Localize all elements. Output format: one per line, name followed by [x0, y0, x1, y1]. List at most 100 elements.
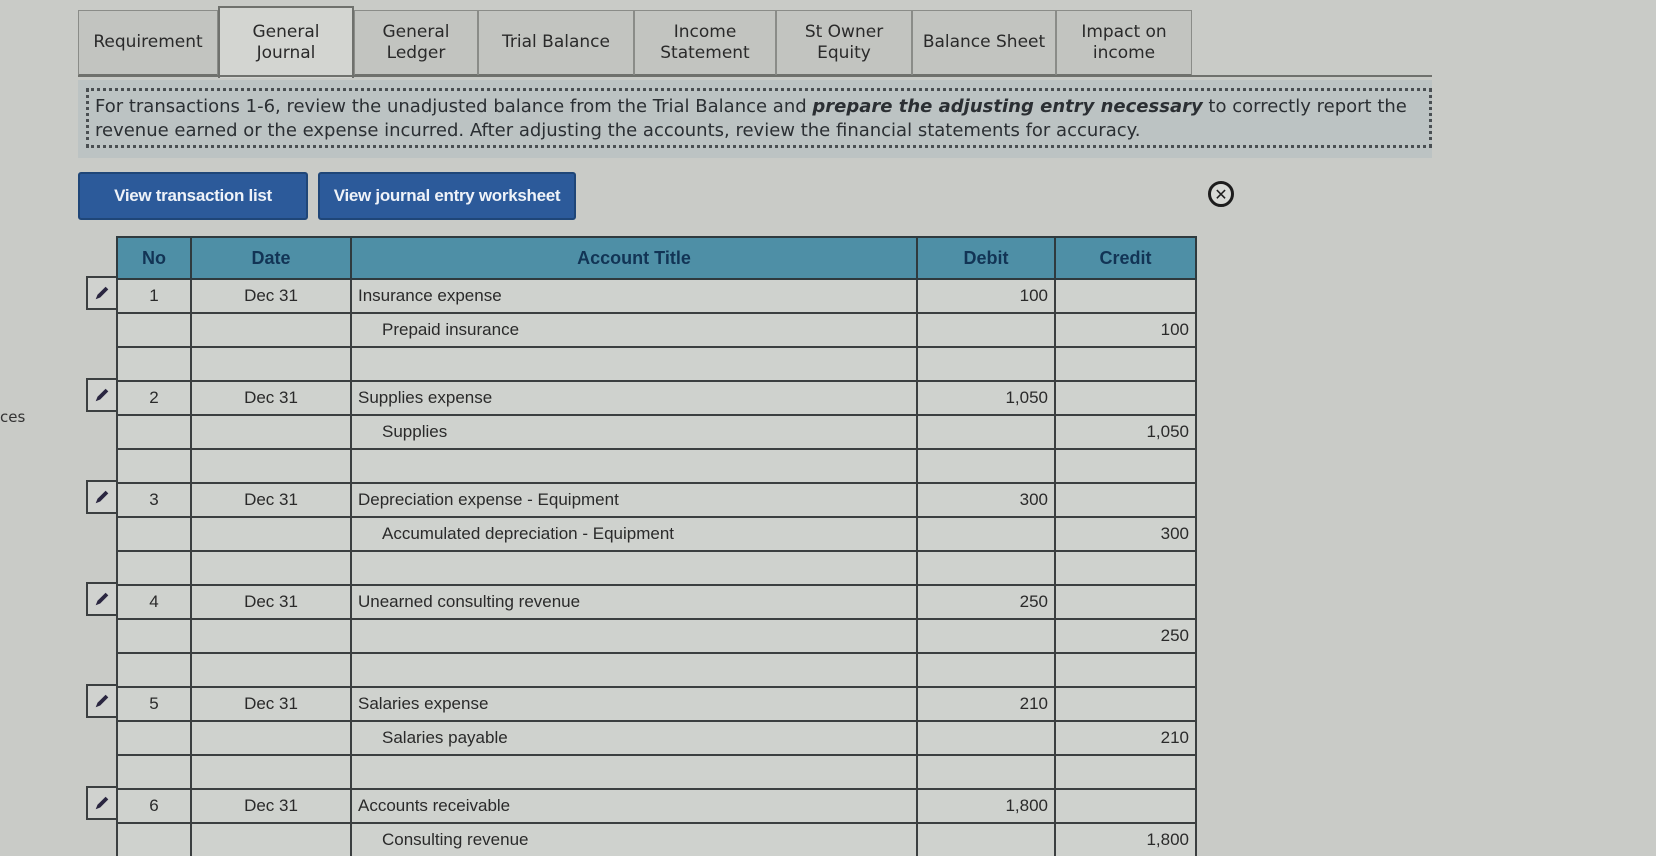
debit-amount: 300 — [916, 482, 1056, 518]
table-row: Consulting revenue 1,800 — [116, 822, 1197, 856]
empty-cell — [116, 754, 192, 790]
empty-cell — [350, 448, 918, 484]
general-journal-table: No Date Account Title Debit Credit 1 Dec… — [116, 236, 1197, 856]
empty-cell — [916, 414, 1056, 450]
header-credit: Credit — [1054, 236, 1197, 280]
entry-date: Dec 31 — [190, 380, 352, 416]
table-row: Supplies 1,050 — [116, 414, 1197, 450]
empty-cell — [116, 618, 192, 654]
spacer-row — [116, 754, 1197, 790]
credit-amount: 210 — [1054, 720, 1197, 756]
spacer-row — [116, 448, 1197, 484]
pencil-icon — [95, 592, 109, 606]
edit-entry-3-button[interactable] — [86, 480, 118, 514]
instruction-part2: to correctly report the revenue earned o… — [95, 96, 1407, 141]
edit-entry-1-button[interactable] — [86, 276, 118, 310]
credit-account: Prepaid insurance — [350, 312, 918, 348]
empty-cell — [190, 652, 352, 688]
debit-account: Insurance expense — [350, 278, 918, 314]
tab-underline — [78, 75, 1432, 77]
tab-general-journal[interactable]: General Journal — [218, 6, 354, 78]
empty-cell — [916, 550, 1056, 586]
entry-no: 4 — [116, 584, 192, 620]
entry-date: Dec 31 — [190, 482, 352, 518]
instruction-part1: For transactions 1-6, review the unadjus… — [95, 96, 813, 117]
debit-amount: 1,800 — [916, 788, 1056, 824]
empty-cell — [916, 312, 1056, 348]
empty-cell — [350, 550, 918, 586]
empty-cell — [190, 414, 352, 450]
credit-amount: 250 — [1054, 618, 1197, 654]
empty-cell — [190, 618, 352, 654]
cutoff-side-text: ces — [0, 408, 26, 426]
edit-entry-2-button[interactable] — [86, 378, 118, 412]
entry-date: Dec 31 — [190, 686, 352, 722]
entry-no: 6 — [116, 788, 192, 824]
view-transaction-list-button[interactable]: View transaction list — [78, 172, 308, 220]
entry-date: Dec 31 — [190, 278, 352, 314]
credit-amount-empty — [1054, 278, 1197, 314]
debit-amount: 1,050 — [916, 380, 1056, 416]
table-row: 4 Dec 31 Unearned consulting revenue 250 — [116, 584, 1197, 620]
debit-account: Unearned consulting revenue — [350, 584, 918, 620]
tab-owner-equity[interactable]: St Owner Equity — [776, 10, 912, 76]
empty-cell — [190, 550, 352, 586]
credit-account: Salaries payable — [350, 720, 918, 756]
empty-cell — [116, 346, 192, 382]
empty-cell — [1054, 346, 1197, 382]
entry-no: 1 — [116, 278, 192, 314]
view-journal-entry-worksheet-button[interactable]: View journal entry worksheet — [318, 172, 576, 220]
tab-requirement[interactable]: Requirement — [78, 10, 218, 76]
debit-account: Depreciation expense - Equipment — [350, 482, 918, 518]
empty-cell — [116, 312, 192, 348]
empty-cell — [916, 822, 1056, 856]
tab-trial-balance[interactable]: Trial Balance — [478, 10, 634, 76]
pencil-icon — [95, 490, 109, 504]
credit-amount-empty — [1054, 584, 1197, 620]
table-row: 1 Dec 31 Insurance expense 100 — [116, 278, 1197, 314]
pencil-icon — [95, 796, 109, 810]
spacer-row — [116, 652, 1197, 688]
debit-account: Salaries expense — [350, 686, 918, 722]
debit-amount: 210 — [916, 686, 1056, 722]
empty-cell — [916, 754, 1056, 790]
tab-income-statement[interactable]: Income Statement — [634, 10, 776, 76]
tab-balance-sheet[interactable]: Balance Sheet — [912, 10, 1056, 76]
tab-impact-on-income[interactable]: Impact on income — [1056, 10, 1192, 76]
empty-cell — [916, 346, 1056, 382]
credit-amount: 100 — [1054, 312, 1197, 348]
empty-cell — [350, 346, 918, 382]
credit-amount-empty — [1054, 788, 1197, 824]
header-account-title: Account Title — [350, 236, 918, 280]
empty-cell — [350, 754, 918, 790]
table-header-row: No Date Account Title Debit Credit — [116, 236, 1197, 280]
empty-cell — [190, 822, 352, 856]
edit-entry-4-button[interactable] — [86, 582, 118, 616]
credit-account: Accumulated depreciation - Equipment — [350, 516, 918, 552]
empty-cell — [1054, 652, 1197, 688]
empty-cell — [916, 618, 1056, 654]
empty-cell — [190, 754, 352, 790]
empty-cell — [190, 346, 352, 382]
close-icon[interactable]: ✕ — [1208, 181, 1234, 207]
pencil-icon — [95, 694, 109, 708]
credit-account: Supplies — [350, 414, 918, 450]
table-row: Accumulated depreciation - Equipment 300 — [116, 516, 1197, 552]
empty-cell — [116, 448, 192, 484]
credit-amount-empty — [1054, 686, 1197, 722]
credit-amount-empty — [1054, 380, 1197, 416]
empty-cell — [1054, 754, 1197, 790]
entry-no: 5 — [116, 686, 192, 722]
empty-cell — [116, 652, 192, 688]
edit-entry-5-button[interactable] — [86, 684, 118, 718]
edit-entry-6-button[interactable] — [86, 786, 118, 820]
tab-general-ledger[interactable]: General Ledger — [354, 10, 478, 76]
pencil-icon — [95, 286, 109, 300]
table-row: Prepaid insurance 100 — [116, 312, 1197, 348]
instruction-text: For transactions 1-6, review the unadjus… — [86, 88, 1432, 148]
entry-date: Dec 31 — [190, 584, 352, 620]
debit-amount: 250 — [916, 584, 1056, 620]
empty-cell — [116, 414, 192, 450]
entry-no: 2 — [116, 380, 192, 416]
empty-cell — [1054, 550, 1197, 586]
